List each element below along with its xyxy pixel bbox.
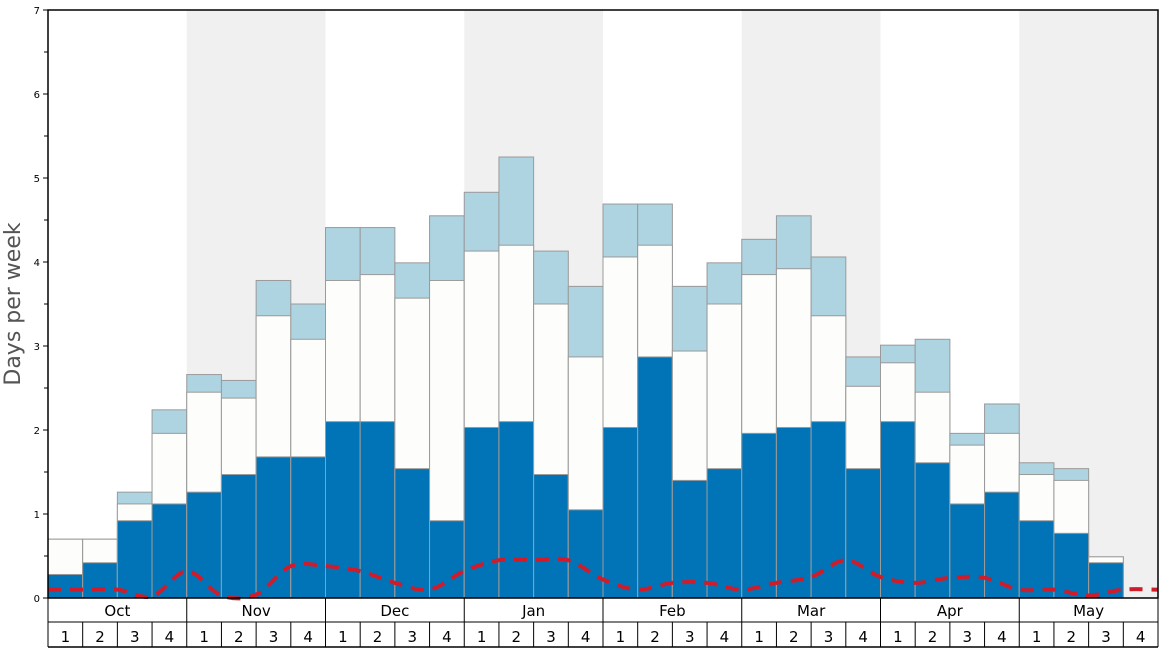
- week-label: 3: [824, 628, 834, 646]
- bar-dark: [255, 456, 292, 599]
- y-tick-label: 7: [34, 6, 40, 17]
- month-label: Apr: [937, 602, 964, 620]
- month-label: Dec: [380, 602, 409, 620]
- bar-dark: [47, 573, 84, 599]
- bar-dark: [1088, 562, 1124, 599]
- bar-dark: [775, 426, 812, 599]
- month-label: Mar: [797, 602, 826, 620]
- y-axis: 0 1 2 3 4 5 6 7: [34, 6, 48, 605]
- month-label: May: [1073, 602, 1104, 620]
- month-label: Feb: [659, 602, 686, 620]
- bar-dark: [602, 426, 639, 599]
- x-axis: Oct Nov Dec Jan Feb Mar Apr May 1 2 3 4 1 2 3 4 1 2 3 4 1 2 3 4…: [47, 598, 1159, 648]
- bar-dark: [290, 456, 326, 599]
- bar-dark: [1053, 532, 1090, 599]
- month-label: Nov: [241, 602, 270, 620]
- week-label: 1: [477, 628, 487, 646]
- week-label: 2: [234, 628, 244, 646]
- bar-dark: [463, 426, 500, 599]
- bar-dark: [637, 356, 673, 599]
- bar-dark: [533, 474, 569, 599]
- week-label: 3: [130, 628, 140, 646]
- week-label: 1: [199, 628, 209, 646]
- bar-dark: [82, 562, 118, 599]
- y-tick-label: 4: [34, 258, 40, 269]
- bar-dark: [671, 479, 708, 599]
- week-label: 1: [338, 628, 348, 646]
- bar-dark: [706, 468, 743, 599]
- bar-dark: [810, 421, 847, 599]
- y-axis-title: Days per week: [1, 222, 26, 385]
- week-label: 2: [95, 628, 105, 646]
- week-label: 1: [1032, 628, 1042, 646]
- bar-dark: [116, 520, 153, 599]
- bar-dark: [498, 421, 535, 599]
- week-label: 3: [962, 628, 972, 646]
- bar-dark: [914, 462, 951, 599]
- week-label: 1: [61, 628, 71, 646]
- week-label: 2: [928, 628, 938, 646]
- week-label: 3: [407, 628, 417, 646]
- week-label: 3: [546, 628, 556, 646]
- bar-dark: [880, 421, 916, 599]
- week-label: 4: [720, 628, 730, 646]
- bar-dark: [151, 503, 188, 599]
- week-label: 4: [997, 628, 1007, 646]
- week-label: 4: [303, 628, 313, 646]
- week-label: 4: [442, 628, 452, 646]
- week-label: 4: [165, 628, 175, 646]
- week-label: 1: [616, 628, 626, 646]
- y-tick-label: 0: [34, 594, 40, 605]
- bar-dark: [186, 491, 222, 599]
- month-label: Jan: [521, 602, 545, 620]
- week-label: 2: [373, 628, 383, 646]
- y-tick-label: 2: [34, 426, 40, 437]
- week-label: 1: [893, 628, 903, 646]
- week-label: 4: [858, 628, 868, 646]
- bar-dark: [429, 520, 465, 599]
- bar-dark: [1018, 520, 1055, 599]
- week-label: 1: [754, 628, 764, 646]
- month-label: Oct: [104, 602, 130, 620]
- y-tick-label: 5: [34, 174, 40, 185]
- bar-dark: [845, 468, 881, 599]
- week-label: 2: [1067, 628, 1077, 646]
- y-tick-label: 1: [34, 510, 40, 521]
- y-tick-label: 6: [34, 90, 40, 101]
- bar-dark: [949, 503, 986, 599]
- bar-dark: [567, 509, 604, 599]
- bar-dark: [359, 421, 396, 599]
- bar-dark: [220, 474, 257, 599]
- week-label: 4: [581, 628, 591, 646]
- week-label: 4: [1136, 628, 1146, 646]
- bars: [47, 156, 1124, 599]
- week-label: 2: [512, 628, 522, 646]
- week-label: 3: [269, 628, 279, 646]
- week-label: 2: [650, 628, 660, 646]
- bar-dark: [394, 468, 431, 599]
- y-tick-label: 3: [34, 342, 40, 353]
- week-label: 2: [789, 628, 799, 646]
- week-label: 3: [1101, 628, 1111, 646]
- week-label: 3: [685, 628, 695, 646]
- bar-dark: [741, 432, 777, 599]
